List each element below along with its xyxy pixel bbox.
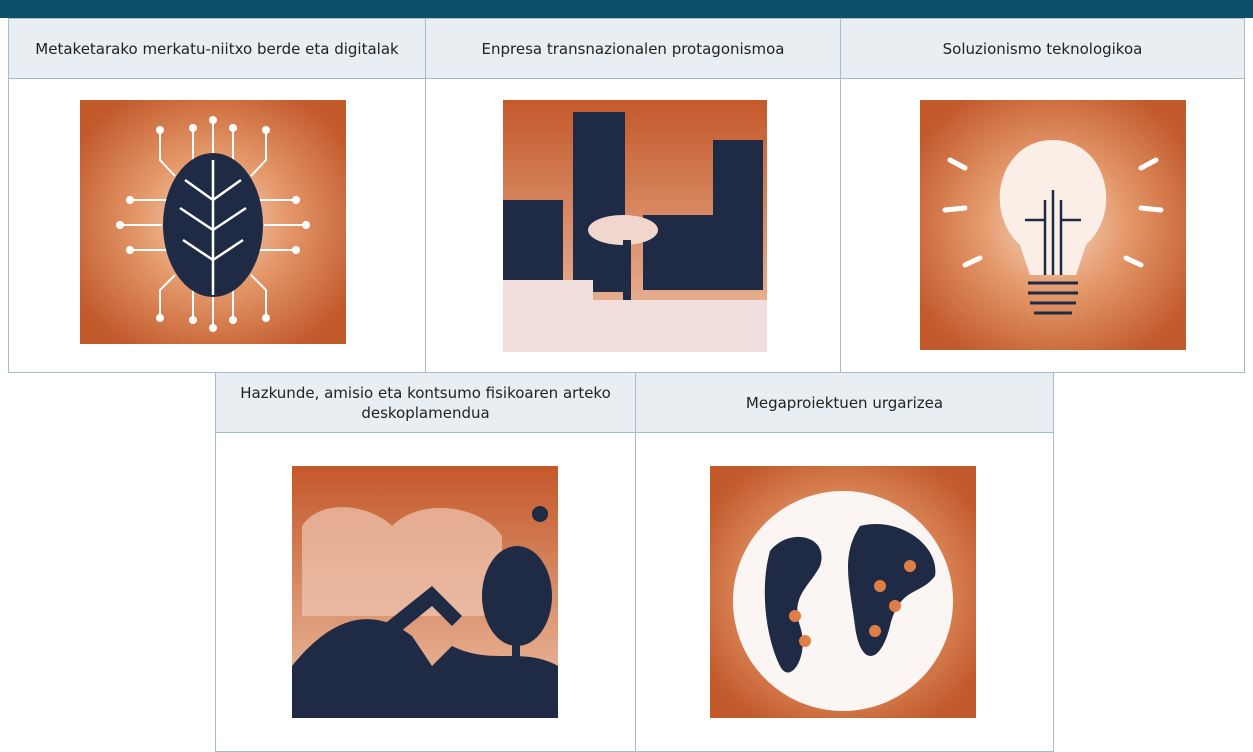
header-cell: Megaproiektuen urgarizea [635,372,1054,433]
header-cell: Hazkunde, amisio eta kontsumo fisikoaren… [215,372,636,433]
title-bar [0,0,1253,18]
header-text: Soluzionismo teknologikoa [942,39,1143,58]
header-text: Enpresa transnazionalen protagonismoa [481,39,785,58]
header-text: Metaketarako merkatu-niitxo berde eta di… [35,39,399,58]
globe-illustration [710,466,976,718]
city-illustration [503,100,767,352]
header-cell: Enpresa transnazionalen protagonismoa [425,18,841,79]
bulb-illustration [920,100,1186,350]
header-cell: Metaketarako merkatu-niitxo berde eta di… [8,18,426,79]
header-text: Megaproiektuen urgarizea [745,393,944,412]
header-cell: Soluzionismo teknologikoa [840,18,1245,79]
leaf-illustration [80,100,346,344]
header-text: Hazkunde, amisio eta kontsumo fisikoaren… [240,383,611,422]
excavator-illustration [292,466,558,718]
